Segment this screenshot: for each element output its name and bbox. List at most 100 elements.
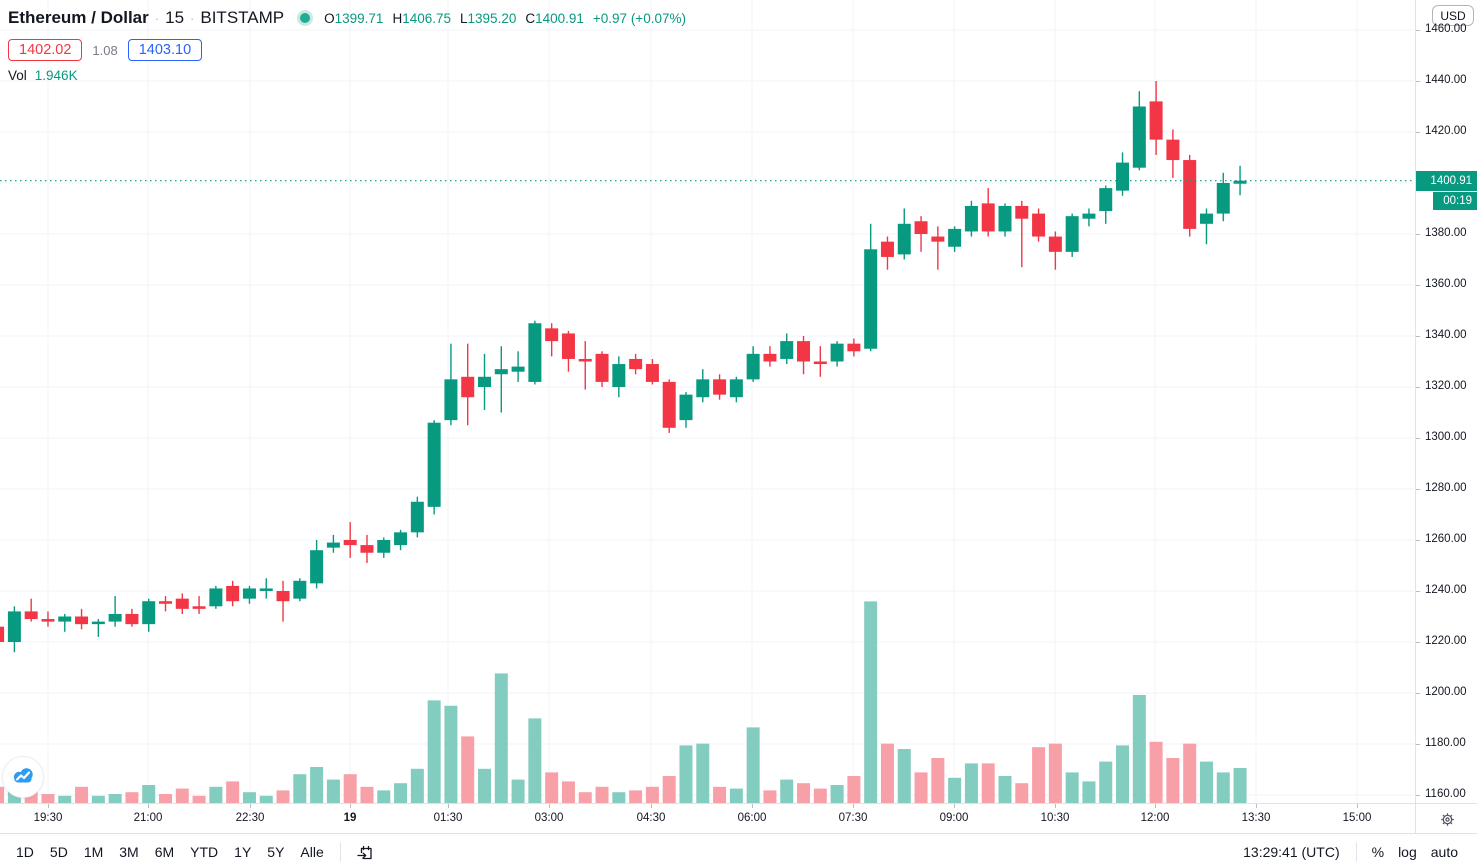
candle-body	[242, 588, 256, 599]
time-axis-label: 06:00	[737, 812, 767, 824]
candle-body	[209, 588, 223, 607]
percent-scale-button[interactable]: %	[1365, 840, 1391, 864]
market-status-icon[interactable]	[300, 13, 311, 23]
candle-body	[1099, 188, 1113, 212]
price-axis-tick	[1416, 438, 1420, 439]
volume-bar	[242, 792, 256, 803]
range-button-alle[interactable]: Alle	[292, 840, 331, 864]
candle-body	[981, 203, 995, 232]
candle-body	[91, 621, 105, 625]
candle-body	[478, 376, 492, 387]
volume-bar	[478, 768, 492, 803]
candle-body	[0, 626, 5, 642]
candle-body	[377, 540, 391, 553]
volume-bar	[1032, 747, 1046, 803]
volume-bar	[1216, 772, 1230, 803]
range-button-1d[interactable]: 1D	[8, 840, 42, 864]
candle-body	[1149, 101, 1163, 140]
price-axis-label: 1340.00	[1425, 329, 1467, 341]
bid-ask-row: 1402.02 1.08 1403.10	[8, 38, 695, 62]
candle-body	[1116, 162, 1130, 191]
price-axis-label: 1220.00	[1425, 635, 1467, 647]
volume-label: Vol	[8, 68, 27, 83]
range-button-1m[interactable]: 1M	[76, 840, 111, 864]
time-axis-label: 12:00	[1140, 812, 1170, 824]
candle-body	[528, 323, 542, 382]
volume-bar	[1065, 772, 1079, 803]
volume-bar	[410, 768, 424, 803]
candle-body	[746, 353, 760, 380]
symbol-row: Ethereum / Dollar · 15 · BITSTAMP O1399.…	[8, 5, 695, 31]
volume-bar	[108, 794, 122, 803]
bottom-toolbar: 1D 5D 1M 3M 6M YTD 1Y 5Y Alle 13:29:41 (UTC) % l…	[0, 833, 1477, 868]
candle-body	[931, 236, 945, 242]
candle-body	[159, 601, 172, 604]
volume-bar	[377, 790, 391, 803]
candle-body	[813, 361, 827, 365]
volume-bar	[293, 774, 307, 803]
log-scale-button[interactable]: log	[1391, 840, 1424, 864]
range-button-6m[interactable]: 6M	[147, 840, 182, 864]
volume-bar	[696, 743, 710, 803]
candle-body	[41, 619, 55, 622]
volume-bar	[662, 776, 676, 803]
sell-bid-button[interactable]: 1402.02	[8, 39, 83, 61]
buy-ask-button[interactable]: 1403.10	[127, 39, 203, 61]
candle-body	[175, 598, 189, 609]
range-button-3m[interactable]: 3M	[111, 840, 146, 864]
candle-body	[108, 613, 122, 622]
price-axis-tick	[1416, 132, 1420, 133]
candle-body	[880, 241, 894, 257]
volume-bar	[528, 718, 542, 803]
volume-bar	[41, 794, 55, 803]
volume-bar	[998, 776, 1012, 803]
open-value: O1399.71	[324, 10, 384, 26]
candle-body	[293, 580, 307, 599]
volume-bar	[561, 781, 575, 803]
chart-legend: Ethereum / Dollar · 15 · BITSTAMP O1399.…	[8, 5, 695, 83]
exchange-name[interactable]: BITSTAMP	[200, 8, 285, 27]
volume-bar	[142, 785, 156, 803]
volume-bar	[1116, 745, 1130, 803]
volume-bar	[931, 758, 945, 803]
range-button-5y[interactable]: 5Y	[259, 840, 292, 864]
time-axis-tick	[350, 804, 351, 808]
time-axis-label: 09:00	[939, 812, 969, 824]
volume-bar	[91, 795, 105, 803]
candle-body	[948, 228, 962, 247]
interval-value[interactable]: 15	[165, 8, 185, 27]
go-to-date-button[interactable]	[349, 840, 381, 864]
volume-bar	[981, 763, 995, 803]
candle-body	[461, 376, 475, 398]
tradingview-logo[interactable]	[2, 756, 44, 798]
time-axis-label: 07:30	[838, 812, 868, 824]
range-button-ytd[interactable]: YTD	[182, 840, 226, 864]
currency-button[interactable]: USD	[1432, 5, 1474, 26]
price-axis-label: 1160.00	[1425, 788, 1466, 800]
symbol-name[interactable]: Ethereum / Dollar	[8, 8, 149, 27]
range-button-1y[interactable]: 1Y	[226, 840, 259, 864]
price-axis[interactable]: USD 1460.001440.001420.001400.001380.001…	[1415, 0, 1477, 803]
volume-bar	[461, 736, 475, 803]
chart-pane[interactable]	[0, 0, 1414, 803]
volume-bar	[360, 786, 374, 803]
auto-scale-button[interactable]: auto	[1424, 840, 1465, 864]
candle-body	[780, 341, 794, 359]
volume-bar	[0, 786, 5, 803]
volume-bar	[192, 795, 206, 803]
volume-bar	[645, 786, 659, 803]
volume-bar	[1015, 783, 1029, 803]
price-axis-tick	[1416, 795, 1420, 796]
price-axis-label: 1260.00	[1425, 533, 1467, 545]
range-button-5d[interactable]: 5D	[42, 840, 76, 864]
time-axis[interactable]: 19:30 21:00 22:30 19 01:30 03:00 04:30 06:00 07:…	[0, 803, 1477, 834]
clock[interactable]: 13:29:41 (UTC)	[1243, 843, 1340, 860]
price-axis-tick	[1416, 234, 1420, 235]
gear-icon[interactable]	[1439, 811, 1456, 828]
volume-bar	[578, 792, 592, 803]
volume-bar	[1149, 741, 1163, 803]
price-axis-tick	[1416, 285, 1420, 286]
candle-body	[310, 550, 324, 584]
volume-bar	[394, 783, 408, 803]
volume-bar	[1099, 761, 1113, 803]
